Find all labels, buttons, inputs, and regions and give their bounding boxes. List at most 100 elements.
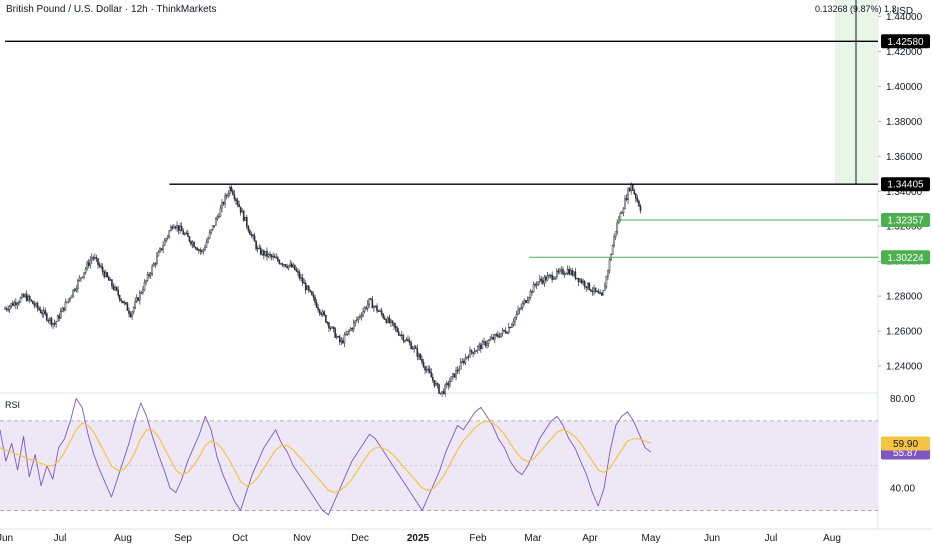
candle-body: [552, 278, 555, 280]
candle: [134, 297, 136, 310]
candle-body: [73, 289, 76, 291]
candle: [115, 286, 118, 292]
candle: [449, 377, 451, 388]
candle: [89, 256, 92, 269]
candle: [270, 253, 273, 261]
candle-body: [306, 285, 309, 291]
candle-body: [463, 360, 465, 364]
candle: [638, 199, 640, 207]
candle: [55, 320, 57, 328]
candle: [259, 245, 262, 256]
candle-body: [139, 292, 141, 301]
measure-projection: [835, 0, 877, 185]
candle-body: [432, 376, 434, 381]
candle-body: [259, 247, 262, 255]
candle: [233, 190, 236, 202]
candle: [588, 282, 591, 291]
candle: [582, 278, 584, 286]
candle: [453, 373, 456, 378]
candle: [193, 240, 195, 248]
candle: [405, 337, 408, 342]
candle-body: [314, 296, 316, 303]
candle-body: [621, 212, 623, 214]
candle: [303, 278, 305, 284]
candle-body: [125, 302, 127, 304]
candle-body: [467, 356, 470, 358]
candle-body: [156, 255, 158, 264]
candle-body: [433, 379, 436, 386]
candle-body: [297, 270, 299, 273]
candle-body: [453, 373, 456, 378]
candle: [273, 253, 276, 258]
candle-body: [173, 226, 175, 229]
price-tick-label: 1.24000: [886, 362, 923, 373]
time-tick-label: Sep: [174, 533, 192, 544]
candle: [597, 288, 600, 294]
candle-body: [464, 357, 467, 364]
candle: [379, 308, 381, 313]
candle: [287, 265, 290, 271]
candle: [280, 262, 282, 265]
candle: [263, 249, 265, 260]
candle: [118, 294, 121, 303]
candle-body: [277, 257, 279, 261]
candle: [487, 339, 490, 348]
candle-body: [487, 340, 490, 345]
rsi-ma-line: [0, 420, 652, 494]
candle-body: [430, 372, 433, 378]
candle: [504, 327, 507, 334]
candle: [117, 286, 119, 298]
price-tick-label: 1.38000: [886, 117, 923, 128]
candle: [467, 354, 470, 361]
candle: [366, 299, 369, 312]
candle: [312, 291, 315, 301]
candle-body: [213, 225, 216, 227]
candle: [126, 301, 129, 311]
candle-body: [84, 268, 87, 273]
candle-body: [593, 287, 595, 292]
candle: [473, 347, 476, 355]
candle: [574, 268, 577, 281]
candle: [335, 333, 338, 340]
candle-body: [408, 340, 411, 344]
candle: [135, 294, 138, 304]
candle: [15, 298, 17, 310]
candle-body: [352, 322, 355, 330]
candle: [418, 352, 420, 360]
candle-body: [137, 297, 140, 301]
candle: [506, 331, 508, 334]
candle-body: [535, 284, 538, 286]
candle-body: [470, 349, 473, 353]
candle-body: [385, 319, 388, 323]
candle: [528, 296, 530, 304]
candle: [228, 185, 231, 197]
candle: [407, 335, 409, 342]
candle-body: [249, 230, 251, 235]
candle-body: [298, 272, 301, 279]
candle: [566, 265, 569, 276]
candle-body: [83, 272, 85, 278]
candle-body: [29, 296, 31, 301]
candle-body: [64, 301, 67, 311]
candle: [416, 344, 419, 361]
candle-body: [442, 391, 445, 394]
candle: [205, 238, 208, 248]
candle-body: [360, 315, 363, 317]
candle-body: [281, 263, 284, 266]
candle: [436, 382, 439, 389]
candle-body: [565, 273, 567, 275]
candle: [216, 214, 219, 222]
candle-body: [38, 307, 40, 311]
candle-body: [19, 297, 22, 303]
candle: [503, 329, 505, 333]
candle-body: [445, 382, 448, 386]
candle-body: [269, 253, 271, 256]
candle: [334, 326, 336, 339]
candle: [249, 228, 251, 235]
candle-body: [518, 308, 521, 311]
candle-body: [504, 330, 507, 334]
candle-body: [342, 340, 344, 344]
candle-body: [343, 334, 346, 344]
candle: [255, 240, 257, 252]
candle: [356, 316, 358, 323]
